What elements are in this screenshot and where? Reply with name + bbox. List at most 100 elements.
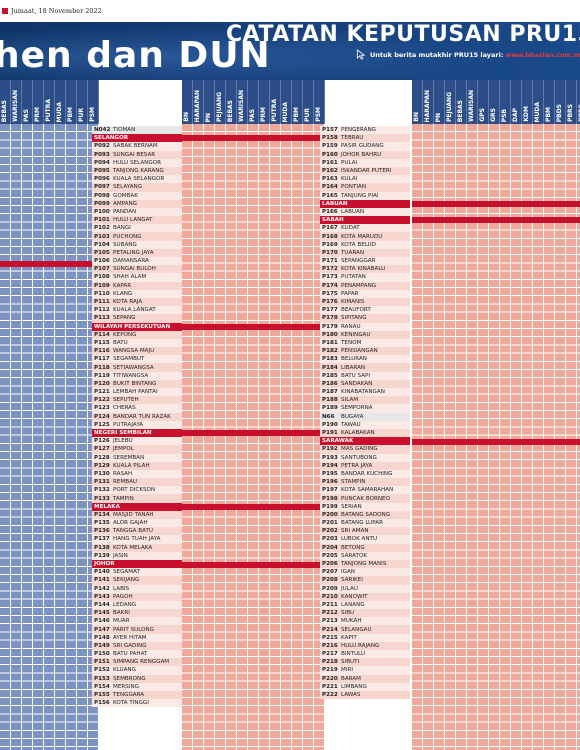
constituency-code: P194	[322, 462, 338, 469]
constituency-row: P199 SERIAN	[320, 502, 410, 511]
constituency-code: P205	[322, 552, 338, 559]
state-stripe	[182, 561, 320, 568]
constituency-name: PARIT SULONG	[113, 626, 155, 633]
party-result-column	[456, 124, 467, 750]
party-result-column	[182, 124, 193, 750]
constituency-row: P193 SANTUBONG	[320, 453, 410, 462]
constituency-row: P148 AYER HITAM	[92, 633, 182, 642]
constituency-code: P146	[94, 618, 110, 625]
constituency-code: P220	[322, 675, 338, 682]
constituency-row: P131 REMBAU	[92, 478, 182, 487]
constituency-name: TENOM	[341, 339, 362, 346]
party-label: DAP	[512, 107, 519, 122]
constituency-name: CHERAS	[113, 405, 136, 412]
constituency-name: ALOR GAJAH	[113, 520, 148, 527]
constituency-name: PUTATAN	[341, 274, 366, 281]
party-result-column	[445, 124, 456, 750]
constituency-name: BAKRI	[113, 610, 130, 617]
constituency-row: P106 DAMANSARA	[92, 257, 182, 266]
constituency-code: P218	[322, 659, 338, 666]
party-result-column	[22, 124, 33, 750]
constituency-code: P115	[94, 339, 110, 346]
constituency-row: P200 BATANG SADONG	[320, 510, 410, 519]
constituency-name: BANDAR TUN RAZAK	[113, 413, 171, 420]
constituency-name: RASAH	[113, 470, 133, 477]
party-header-pn: PN	[434, 80, 445, 124]
constituency-name: MIRI	[341, 667, 354, 674]
constituency-name: PUTRAJAYA	[113, 421, 144, 428]
constituency-code: P209	[322, 585, 338, 592]
header-banner	[0, 22, 580, 80]
constituency-row: P174 PENAMPANG	[320, 281, 410, 290]
state-stripe	[412, 200, 580, 207]
party-header-pur: PUR	[77, 80, 88, 124]
constituency-row: P204 BETONG	[320, 543, 410, 552]
party-header-pbm: PBM	[292, 80, 303, 124]
constituency-code: P109	[94, 282, 110, 289]
party-result-column	[489, 124, 500, 750]
party-header-pbm: PBM	[544, 80, 555, 124]
constituency-code: P134	[94, 511, 110, 518]
constituency-list-1: N042 TIOMAN SELANGOR P092 SABAK BERNAM P093 SU…	[92, 126, 182, 708]
constituency-code: P127	[94, 446, 110, 453]
constituency-code: P122	[94, 397, 110, 404]
party-result-column	[270, 124, 281, 750]
constituency-code: P217	[322, 651, 338, 658]
constituency-code: P202	[322, 528, 338, 535]
constituency-name: TEBRAU	[341, 135, 364, 142]
constituency-name: PENGERANG	[341, 127, 376, 134]
constituency-name: LABUAN	[341, 208, 365, 215]
party-header-psb: PSB	[500, 80, 511, 124]
constituency-row: P150 BATU PAHAT	[92, 650, 182, 659]
party-label: PUR	[304, 108, 311, 122]
constituency-code: N042	[94, 127, 111, 134]
party-label: PBDS	[556, 103, 563, 122]
constituency-row: P111 KOTA RAJA	[92, 297, 182, 307]
constituency-name: AYER HITAM	[113, 634, 147, 641]
constituency-row: P203 LUBOK ANTU	[320, 535, 410, 544]
constituency-code: P201	[322, 520, 338, 527]
constituency-row: P167 KUDAT	[320, 224, 410, 233]
constituency-name: SEMBRONG	[113, 675, 146, 682]
constituency-name: SUNGAI BESAR	[113, 151, 156, 158]
constituency-code: P167	[322, 225, 338, 232]
party-header-pbds: PBDS	[555, 80, 566, 124]
constituency-name: LANANG	[341, 601, 365, 608]
state-stripe	[412, 217, 580, 224]
constituency-name: PASIR GUDANG	[341, 143, 384, 150]
party-result-column	[467, 124, 478, 750]
constituency-row: P185 BATU SAPI	[320, 371, 410, 380]
constituency-code: P129	[94, 462, 110, 469]
constituency-name: SEGAMBUT	[113, 356, 145, 363]
cursor-icon	[356, 49, 366, 60]
party-result-column	[215, 124, 226, 750]
website-url[interactable]: www.bharian.com.my	[505, 50, 580, 59]
constituency-code: P199	[322, 503, 338, 510]
constituency-code: P136	[94, 528, 110, 535]
party-header-grs: GRS	[489, 80, 500, 124]
constituency-code: P177	[322, 307, 338, 314]
party-label: PUTRA	[271, 99, 278, 122]
state-stripe	[412, 438, 580, 445]
constituency-code: P208	[322, 577, 338, 584]
constituency-name: SILAM	[341, 397, 359, 404]
constituency-code: P148	[94, 634, 110, 641]
constituency-row: P094 HULU SELANGOR	[92, 158, 182, 167]
constituency-row: P127 JEMPOL	[92, 445, 182, 454]
constituency-name: BATANG LUPAR	[341, 520, 383, 527]
state-header: MELAKA	[92, 502, 182, 511]
constituency-name: HANG TUAH JAYA	[113, 536, 161, 543]
constituency-row: P128 SEREMBAN	[92, 453, 182, 462]
constituency-code: P138	[94, 544, 110, 551]
constituency-row: P142 LABIS	[92, 584, 182, 593]
constituency-row: P165 TANJUNG PIAI	[320, 191, 410, 200]
constituency-name: BEAUFORT	[341, 307, 371, 314]
party-result-column	[237, 124, 248, 750]
constituency-code: P154	[94, 683, 110, 690]
constituency-row: P112 KUALA LANGAT	[92, 306, 182, 315]
party-label: PRM	[260, 107, 267, 122]
constituency-code: P213	[322, 618, 338, 625]
state-stripe	[182, 135, 320, 142]
constituency-code: P212	[322, 610, 338, 617]
state-header: SELANGOR	[92, 134, 182, 143]
